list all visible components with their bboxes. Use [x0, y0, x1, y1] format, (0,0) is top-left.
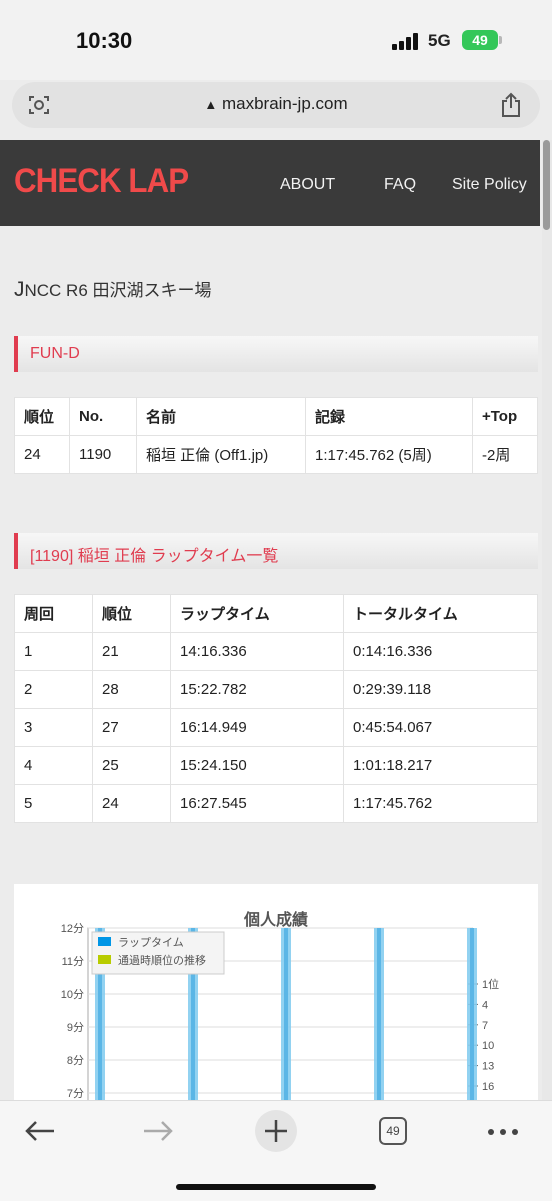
lap-heading: [1190] 稲垣 正倫 ラップタイム一覧: [14, 533, 538, 569]
y2-tick-label: 10: [482, 1040, 494, 1052]
table-row: 2 28 15:22.782 0:29:39.118: [14, 670, 538, 709]
y-tick-label: 7分: [67, 1087, 84, 1100]
scrollbar-thumb[interactable]: [543, 140, 550, 230]
url-text[interactable]: ▲ maxbrain-jp.com: [12, 94, 540, 114]
col-record: 記録: [305, 397, 473, 436]
lap-time-table: 周回 順位 ラップタイム トータルタイム 1 21 14:16.336 0:14…: [14, 594, 538, 823]
cell-total-time: 0:29:39.118: [343, 670, 538, 709]
y-tick-label: 9分: [67, 1021, 84, 1034]
legend-label: 通過時順位の推移: [118, 953, 206, 967]
nav-site-policy[interactable]: Site Policy: [452, 176, 527, 193]
cell-name: 稲垣 正倫 (Off1.jp): [136, 435, 306, 474]
cell-lap-time: 15:24.150: [170, 746, 344, 785]
table-row: 5 24 16:27.545 1:17:45.762: [14, 784, 538, 823]
new-tab-icon[interactable]: [254, 1109, 298, 1153]
cell-lap-time: 14:16.336: [170, 632, 344, 671]
table-row: 3 27 16:14.949 0:45:54.067: [14, 708, 538, 747]
cell-lap-time: 16:14.949: [170, 708, 344, 747]
share-icon[interactable]: [500, 92, 522, 118]
cell-position: 21: [92, 632, 171, 671]
class-heading-text: FUN-D: [30, 345, 80, 362]
chart-card: 個人成績 12分 11分 10分 9分 8分 7分 1位 4 7 10 13 16 ラップタイム通過時順…: [14, 884, 538, 1124]
cell-position: 24: [92, 784, 171, 823]
lap-heading-text: [1190] 稲垣 正倫 ラップタイム一覧: [30, 548, 279, 565]
cell-total-time: 1:01:18.217: [343, 746, 538, 785]
y-tick-label: 12分: [61, 922, 84, 935]
cell-rank: 24: [14, 435, 70, 474]
class-heading: FUN-D: [14, 336, 538, 372]
cell-lap: 2: [14, 670, 93, 709]
legend-swatch: [98, 937, 111, 946]
lap-time-bar-core: [98, 928, 102, 1124]
chart-title: 個人成績: [243, 912, 308, 929]
cell-position: 27: [92, 708, 171, 747]
class-result-table: 順位 No. 名前 記録 +Top 24 1190 稲垣 正倫 (Off1.jp…: [14, 397, 538, 474]
col-position: 順位: [92, 594, 171, 633]
y-tick-label: 10分: [61, 988, 84, 1001]
address-bar[interactable]: ▲ maxbrain-jp.com: [12, 82, 540, 128]
table-header-row: 順位 No. 名前 記録 +Top: [14, 397, 538, 436]
scrollbar-track[interactable]: [542, 140, 552, 1100]
back-arrow-icon[interactable]: [24, 1119, 56, 1143]
site-logo[interactable]: CHECK LAP: [14, 162, 189, 200]
cell-position: 25: [92, 746, 171, 785]
home-indicator: [176, 1184, 376, 1190]
cell-number: 1190: [69, 435, 137, 474]
y-tick-label: 11分: [62, 955, 84, 968]
legend-swatch: [98, 955, 111, 964]
cell-total-time: 1:17:45.762: [343, 784, 538, 823]
table-row: 4 25 15:24.150 1:01:18.217: [14, 746, 538, 785]
more-menu-icon[interactable]: [486, 1127, 520, 1137]
url-label: maxbrain-jp.com: [221, 94, 348, 113]
table-row: 24 1190 稲垣 正倫 (Off1.jp) 1:17:45.762 (5周)…: [14, 435, 538, 474]
forward-arrow-icon[interactable]: [142, 1119, 174, 1143]
legend-label: ラップタイム: [118, 936, 184, 949]
col-rank: 順位: [14, 397, 70, 436]
lap-time-bar-core: [377, 928, 381, 1124]
page-scan-icon[interactable]: [28, 94, 50, 116]
col-lap-time: ラップタイム: [170, 594, 344, 633]
tabs-button[interactable]: 49: [379, 1117, 407, 1145]
cell-position: 28: [92, 670, 171, 709]
y2-tick-label: 16: [482, 1081, 494, 1093]
lap-time-bar-core: [470, 928, 474, 1124]
lap-time-bar-core: [191, 928, 195, 1124]
cell-lap-time: 16:27.545: [170, 784, 344, 823]
cell-record: 1:17:45.762 (5周): [305, 435, 473, 474]
nav-faq[interactable]: FAQ: [384, 176, 417, 193]
col-name: 名前: [136, 397, 306, 436]
warning-icon: ▲: [204, 97, 218, 112]
cell-lap: 1: [14, 632, 93, 671]
battery-icon: 49: [462, 30, 498, 50]
cell-total-time: 0:14:16.336: [343, 632, 538, 671]
cell-lap-time: 15:22.782: [170, 670, 344, 709]
col-total-time: トータルタイム: [343, 594, 538, 633]
cell-total-time: 0:45:54.067: [343, 708, 538, 747]
col-lap: 周回: [14, 594, 93, 633]
network-type: 5G: [428, 31, 451, 50]
y2-tick-label: 1位: [482, 977, 499, 991]
nav-about[interactable]: ABOUT: [280, 176, 336, 193]
site-header: CHECK LAP ABOUT FAQ Site Policy: [0, 140, 540, 226]
y-tick-label: 8分: [67, 1054, 84, 1067]
col-top: +Top: [472, 397, 538, 436]
cellular-signal-icon: [392, 32, 420, 50]
table-row: 1 21 14:16.336 0:14:16.336: [14, 632, 538, 671]
clock: 10:30: [76, 28, 133, 53]
cell-lap: 4: [14, 746, 93, 785]
lap-time-bar-core: [284, 928, 288, 1124]
status-bar: 10:30 5G 49: [0, 0, 552, 80]
page-title: JNCC R6 田沢湖スキー場: [14, 278, 212, 301]
y2-tick-label: 7: [482, 1020, 488, 1032]
cell-lap: 3: [14, 708, 93, 747]
battery-tip: [499, 36, 502, 44]
cell-lap: 5: [14, 784, 93, 823]
col-number: No.: [69, 397, 137, 436]
table-header-row: 周回 順位 ラップタイム トータルタイム: [14, 594, 538, 633]
cell-top: -2周: [472, 435, 538, 474]
y2-tick-label: 13: [482, 1061, 494, 1073]
legend-box: [91, 931, 225, 975]
y2-tick-label: 4: [482, 999, 488, 1011]
